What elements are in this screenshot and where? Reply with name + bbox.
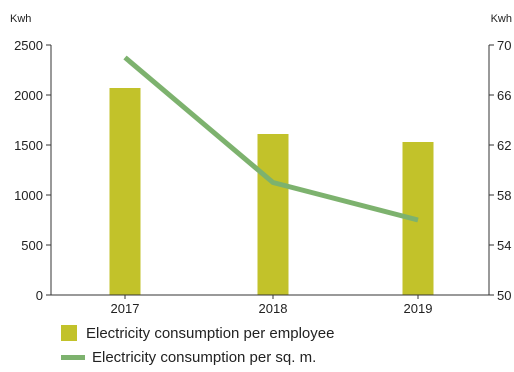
right-tick-label: 50 [497,288,511,303]
right-tick-label: 58 [497,188,511,203]
left-tick-label: 0 [36,288,43,303]
left-axis: 0 500 1000 1500 2000 2500 [14,38,51,303]
left-tick-label: 2500 [14,38,43,53]
line-series-group [123,55,419,223]
bar-2018 [257,134,289,295]
left-axis-unit: Kwh [10,13,31,25]
right-axis: 50 54 58 62 66 70 [489,38,511,303]
left-tick-label: 1000 [14,188,43,203]
right-tick-label: 70 [497,38,511,53]
right-tick-label: 66 [497,88,511,103]
left-tick-label: 1500 [14,138,43,153]
legend-swatch-employee [61,325,77,341]
x-tick-label: 2018 [259,301,288,316]
legend-label-sqm: Electricity consumption per sq. m. [92,349,316,366]
left-tick-label: 500 [21,238,43,253]
right-tick-label: 62 [497,138,511,153]
right-tick-label: 54 [497,238,511,253]
x-tick-label: 2019 [404,301,433,316]
right-axis-unit: Kwh [491,13,512,25]
bar-2017 [109,88,141,295]
bar-series-group [109,88,434,295]
legend: Electricity consumption per employee Ele… [61,325,334,366]
legend-label-employee: Electricity consumption per employee [86,325,334,342]
x-axis: 2017 2018 2019 [111,295,433,316]
x-tick-label: 2017 [111,301,140,316]
line-electricity-per-sqm [123,55,419,223]
legend-swatch-sqm [61,355,85,360]
left-tick-label: 2000 [14,88,43,103]
